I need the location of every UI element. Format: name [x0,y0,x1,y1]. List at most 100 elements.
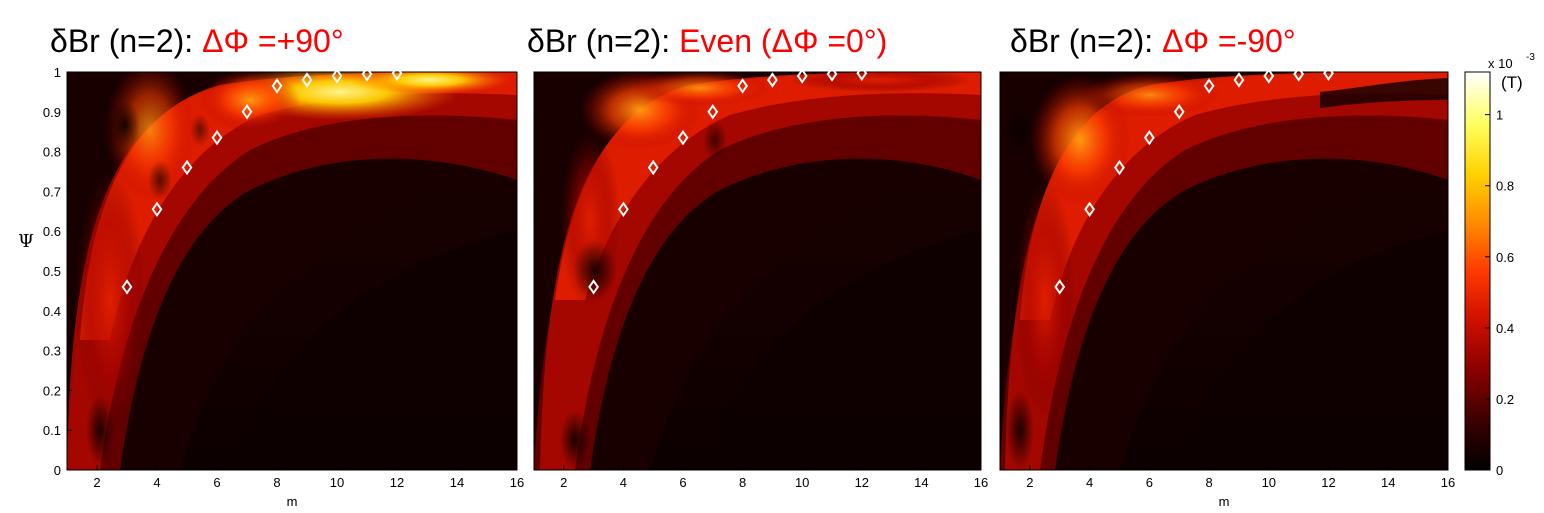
chart-title-2-accent: Even (ΔΦ =0°) [679,23,887,59]
axes-panel-2: 2 4 6 8 10 12 14 16 [533,65,988,490]
colorbar-gradient [1464,71,1491,471]
chart-title-2: δBr (n=2): Even (ΔΦ =0°) [527,23,887,59]
y-tick-label: 0.9 [43,105,61,120]
resonance-marker [1114,159,1125,176]
x-tick-label: 10 [330,475,344,490]
resonance-marker [151,201,163,218]
resonance-marker [737,78,749,94]
x-tick-label: 12 [1321,475,1335,490]
resonance-marker [796,68,808,84]
resonance-marker [1084,201,1096,218]
x-tick-label: 16 [510,475,524,490]
heatmap-panel-2 [534,72,981,470]
colorbar-exponent-power: -3 [1526,52,1535,63]
resonance-marker [1054,279,1066,295]
chart-title-3-accent: ΔΦ =-90° [1162,23,1296,59]
x-tick-label: 6 [213,475,220,490]
resonance-marker [211,129,223,146]
axes-panel-1: 2 4 6 8 10 12 14 16 0 0.1 0.2 0.3 0.4 0.5 0.6 0.7 0.8 0.9… [18,65,524,509]
x-tick-label: 8 [739,475,746,490]
colorbar-unit: (T) [1501,73,1523,92]
x-tick-label: 8 [1205,475,1212,490]
y-tick-label: 0.6 [43,224,61,239]
axes-panel-3: 2 4 6 8 10 12 14 16 m [999,65,1455,509]
resonance-marker [271,78,283,94]
resonance-marker [1263,68,1275,84]
resonance-marker [647,159,659,176]
resonance-marker [1293,66,1305,82]
colorbar-tick-label: 0 [1496,463,1503,478]
resonance-marker [826,66,838,82]
x-tick-label: 8 [273,475,280,490]
resonance-marker [1143,129,1155,146]
resonance-marker [1203,78,1215,94]
chart-title-3-main: δBr (n=2): [1010,23,1162,59]
resonance-marker [121,279,133,295]
resonance-marker [301,72,313,88]
resonance-marker [1233,72,1245,88]
y-tick-label: 0 [54,463,61,478]
chart-title-1: δBr (n=2): ΔΦ =+90° [50,23,344,59]
y-tick-label: 0.4 [43,304,61,319]
x-tick-label: 14 [1381,475,1395,490]
y-tick-label: 0.7 [43,184,61,199]
chart-title-1-main: δBr (n=2): [50,23,202,59]
x-tick-label: 6 [679,475,686,490]
y-tick-label: 0.8 [43,145,61,160]
x-tick-label: 4 [153,475,160,490]
x-tick-label: 14 [914,475,928,490]
x-tick-label: 16 [1441,475,1455,490]
colorbar-tick-label: 0.2 [1496,392,1514,407]
resonance-marker [391,65,403,81]
x-tick-label: 2 [93,475,100,490]
x-tick-label: 4 [1086,475,1093,490]
x-tick-label: 14 [450,475,464,490]
colorbar-tick-label: 1 [1496,108,1503,123]
resonance-marker [588,279,600,295]
x-axis-label: m [1219,494,1230,509]
plot-frame [533,71,982,471]
colorbar: x 10 -3 (T) 0 0.2 0.4 0.6 0.8 1 [1464,52,1535,478]
x-tick-label: 10 [795,475,809,490]
chart-title-2-main: δBr (n=2): [527,23,679,59]
resonance-marker [766,72,778,88]
resonance-marker [361,66,373,82]
y-tick-label: 0.5 [43,264,61,279]
plot-frame [999,71,1449,471]
resonant-markers [121,65,403,295]
x-tick-label: 16 [974,475,988,490]
resonant-markers [588,65,868,295]
resonance-marker [1323,65,1334,81]
colorbar-tick-label: 0.4 [1496,321,1514,336]
resonance-marker [856,65,868,81]
heatmap-panel-3 [1000,72,1448,470]
resonance-marker [1173,104,1185,120]
resonance-marker [707,104,719,120]
x-tick-label: 10 [1262,475,1276,490]
axes-layer: 2 4 6 8 10 12 14 1600.10.20.30.40.50.60.70.80.9… [18,65,1455,509]
colorbar-tick-label: 0.8 [1496,179,1514,194]
resonance-marker [241,104,253,120]
colorbar-tick-label: 0.6 [1496,250,1514,265]
colorbar-exponent-base: x 10 [1488,56,1513,71]
x-tick-label: 12 [390,475,404,490]
resonant-markers [1054,65,1334,295]
x-tick-label: 4 [620,475,627,490]
y-tick-label: 0.1 [43,423,61,438]
resonance-marker [617,201,629,218]
x-tick-label: 12 [855,475,869,490]
y-tick-label: 1 [54,65,61,80]
x-axis-label: m [287,494,298,509]
resonance-marker [677,129,689,146]
heatmap-panel-1 [67,72,517,470]
x-tick-label: 2 [1026,475,1033,490]
y-axis-label: Ψ [18,231,34,252]
resonance-marker [181,159,193,176]
x-tick-label: 6 [1146,475,1153,490]
x-tick-label: 2 [560,475,567,490]
y-tick-label: 0.2 [43,383,61,398]
resonance-marker [331,68,343,84]
chart-title-1-accent: ΔΦ =+90° [202,23,344,59]
y-tick-label: 0.3 [43,344,61,359]
